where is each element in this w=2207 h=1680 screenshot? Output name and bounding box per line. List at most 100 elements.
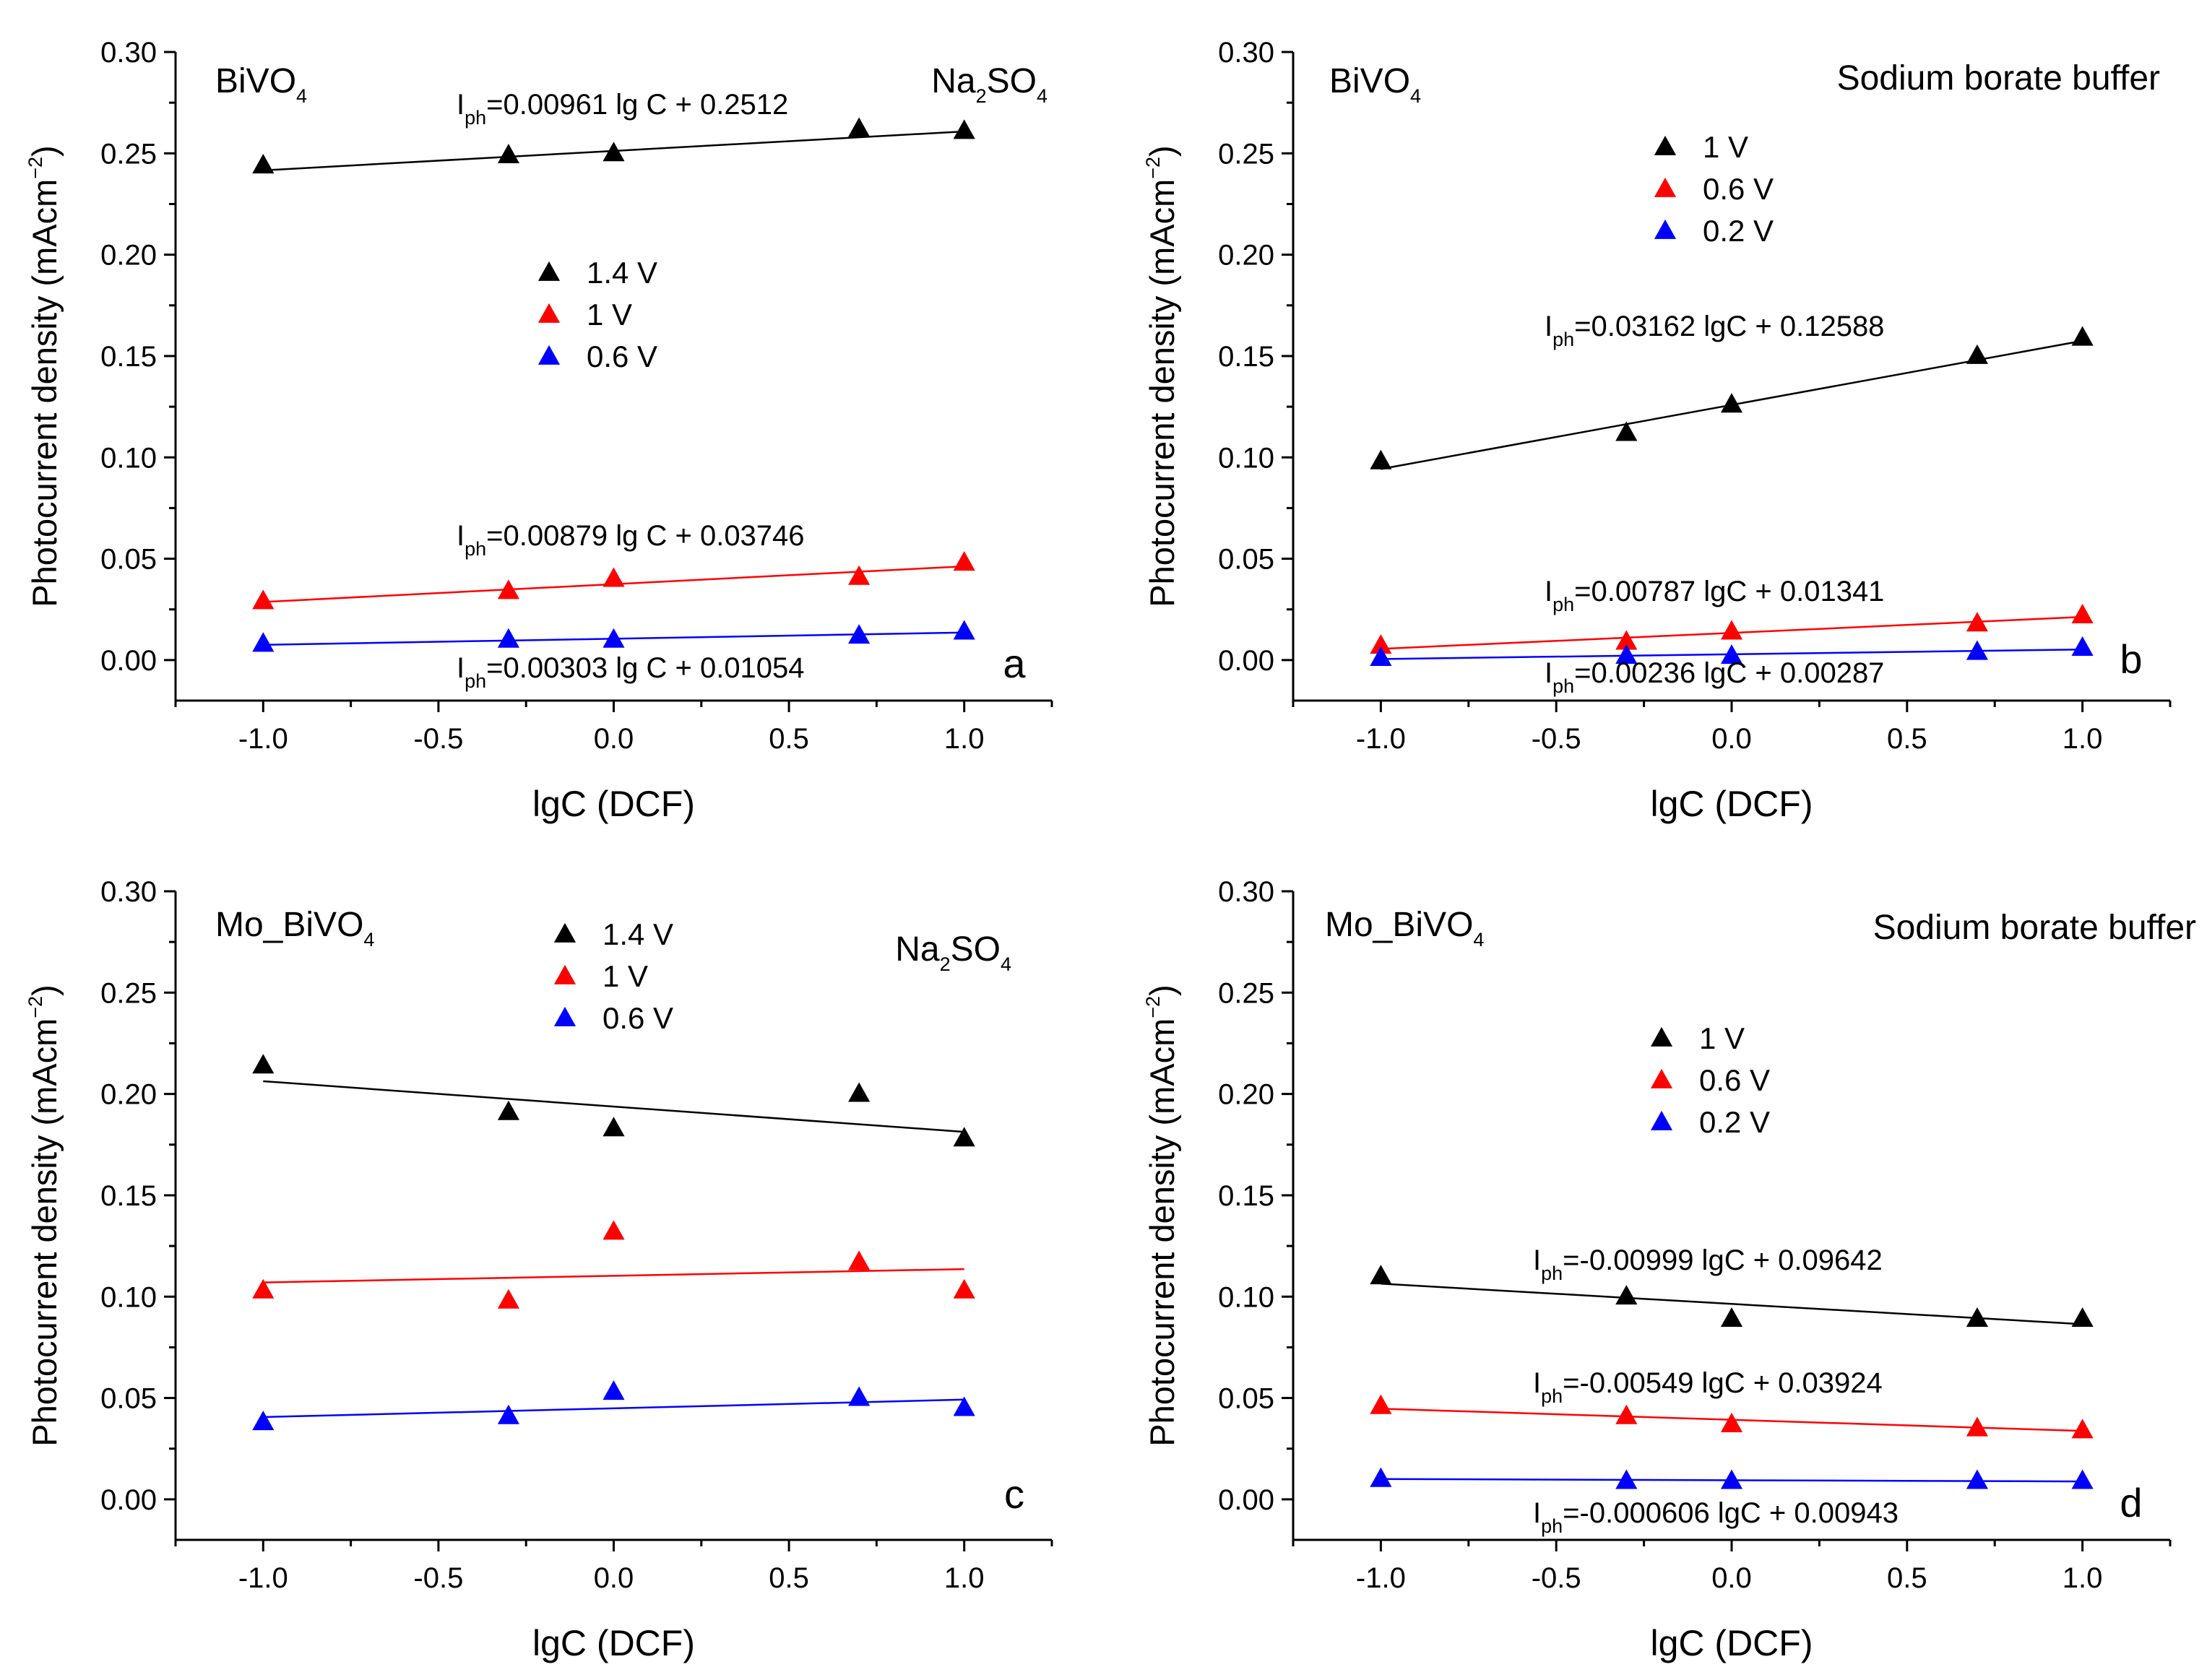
y-tick-label: 0.30 xyxy=(100,876,157,908)
data-point-triangle xyxy=(603,142,625,162)
data-point-triangle xyxy=(603,567,625,587)
material-label: BiVO4 xyxy=(1329,62,1421,107)
data-point-triangle xyxy=(1720,1307,1743,1328)
data-point-triangle xyxy=(2071,1419,2094,1439)
y-tick-label: 0.05 xyxy=(100,1383,157,1415)
y-tick-label: 0.05 xyxy=(1218,544,1274,576)
data-point-triangle xyxy=(1615,421,1638,441)
material-label: Mo_BiVO4 xyxy=(1325,906,1484,951)
data-point-triangle xyxy=(497,143,520,164)
data-point-triangle xyxy=(953,620,975,640)
x-tick-label: -1.0 xyxy=(238,723,288,755)
x-axis-title: lgC (DCF) xyxy=(532,784,695,824)
y-tick-label: 0.25 xyxy=(1218,977,1274,1009)
y-tick-label: 0.20 xyxy=(1218,240,1274,272)
data-point-triangle xyxy=(252,1411,275,1431)
electrolyte-label: Sodium borate buffer xyxy=(1837,59,2160,98)
fit-equation: Iph=-0.00999 lgC + 0.09642 xyxy=(1533,1244,1883,1284)
legend-label: 1 V xyxy=(603,959,648,993)
data-point-triangle xyxy=(1966,1307,1988,1328)
panel-b: 0.00 0.05 0.10 0.15 0.20 0.25 0.30 -1.0 -0.5 0.0 0… xyxy=(1142,37,2172,824)
legend-label: 0.6 V xyxy=(1699,1063,1770,1097)
legend-marker xyxy=(537,303,561,323)
electrolyte-label: Na2SO4 xyxy=(931,62,1048,107)
y-tick-label: 0.20 xyxy=(1218,1079,1274,1111)
y-tick-label: 0.30 xyxy=(1218,37,1274,69)
data-point-triangle xyxy=(1720,1412,1743,1432)
legend-marker xyxy=(1650,1068,1673,1088)
panel-c: 0.00 0.05 0.10 0.15 0.20 0.25 0.30 -1.0 -0.5 0.0 0… xyxy=(25,876,1053,1663)
data-point-triangle xyxy=(953,551,975,571)
data-point-triangle xyxy=(953,1396,975,1416)
legend-marker xyxy=(553,922,576,943)
data-point-triangle xyxy=(1966,1416,1988,1437)
material-label: BiVO4 xyxy=(215,62,307,107)
fit-equation: Iph=0.00879 lg C + 0.03746 xyxy=(457,520,805,560)
x-tick-label: -1.0 xyxy=(1356,1562,1406,1594)
y-tick-label: 0.10 xyxy=(1218,1281,1274,1313)
data-point-triangle xyxy=(1615,630,1638,650)
data-point-triangle xyxy=(252,154,275,174)
data-point-triangle xyxy=(497,628,520,648)
y-tick-label: 0.20 xyxy=(100,240,157,272)
y-tick-label: 0.05 xyxy=(100,544,157,576)
fit-equation: Iph=0.00236 lgC + 0.00287 xyxy=(1545,657,1884,697)
data-point-triangle xyxy=(1370,1394,1392,1414)
x-tick-label: 1.0 xyxy=(944,1562,985,1594)
panel-d: 0.00 0.05 0.10 0.15 0.20 0.25 0.30 -1.0 -0.5 0.0 0… xyxy=(1142,876,2196,1663)
data-point-triangle xyxy=(1370,634,1392,654)
data-point-triangle xyxy=(603,628,625,648)
y-tick-label: 0.00 xyxy=(100,1484,157,1516)
data-point-triangle xyxy=(1370,449,1392,469)
x-tick-label: 0.0 xyxy=(594,723,634,755)
x-tick-label: 0.0 xyxy=(1711,1562,1752,1594)
data-point-triangle xyxy=(2071,1469,2094,1489)
data-point-triangle xyxy=(848,565,871,585)
y-tick-label: 0.15 xyxy=(1218,1180,1274,1212)
data-point-triangle xyxy=(252,1278,275,1299)
data-point-triangle xyxy=(497,579,520,599)
legend-label: 1 V xyxy=(1699,1021,1745,1055)
electrolyte-label: Sodium borate buffer xyxy=(1873,909,2196,947)
y-tick-label: 0.10 xyxy=(100,1281,157,1313)
legend-label: 0.6 V xyxy=(587,339,657,373)
data-point-triangle xyxy=(1966,1469,1988,1489)
panel-letter: b xyxy=(2120,636,2142,682)
data-point-triangle xyxy=(252,632,275,652)
legend-marker xyxy=(1654,219,1677,239)
data-point-triangle xyxy=(1720,644,1743,664)
fit-equation: Iph=0.00961 lg C + 0.2512 xyxy=(457,89,788,129)
legend-marker xyxy=(1654,177,1677,197)
panel-letter: a xyxy=(1003,641,1026,686)
legend-marker xyxy=(537,261,561,281)
legend-marker xyxy=(1654,135,1677,155)
y-tick-label: 0.15 xyxy=(100,1180,157,1212)
x-axis-title: lgC (DCF) xyxy=(532,1623,695,1663)
legend-marker xyxy=(553,964,576,984)
legend-marker xyxy=(1650,1026,1673,1047)
panel-letter: c xyxy=(1004,1471,1024,1517)
data-point-triangle xyxy=(1615,1285,1638,1305)
y-tick-label: 0.30 xyxy=(100,37,157,69)
x-tick-label: 0.0 xyxy=(594,1562,634,1594)
data-point-triangle xyxy=(603,1117,625,1137)
y-tick-label: 0.15 xyxy=(1218,341,1274,373)
data-point-triangle xyxy=(252,589,275,610)
y-tick-label: 0.10 xyxy=(1218,442,1274,474)
x-tick-label: -0.5 xyxy=(1532,723,1581,755)
data-point-triangle xyxy=(953,1127,975,1147)
data-point-triangle xyxy=(603,1220,625,1240)
data-point-triangle xyxy=(848,624,871,644)
x-axis-title: lgC (DCF) xyxy=(1651,1623,1813,1663)
data-point-triangle xyxy=(497,1404,520,1424)
data-point-triangle xyxy=(2071,604,2094,624)
y-tick-label: 0.25 xyxy=(1218,138,1274,170)
y-axis-title: Photocurrent density (mAcm−2) xyxy=(1142,145,1181,607)
fit-equation: Iph=-0.000606 lgC + 0.00943 xyxy=(1533,1497,1899,1537)
data-point-triangle xyxy=(1370,1265,1392,1285)
fit-equation: Iph=0.03162 lgC + 0.12588 xyxy=(1545,311,1884,350)
fit-line xyxy=(263,1398,964,1419)
fit-line xyxy=(263,1080,964,1133)
y-tick-label: 0.10 xyxy=(100,442,157,474)
